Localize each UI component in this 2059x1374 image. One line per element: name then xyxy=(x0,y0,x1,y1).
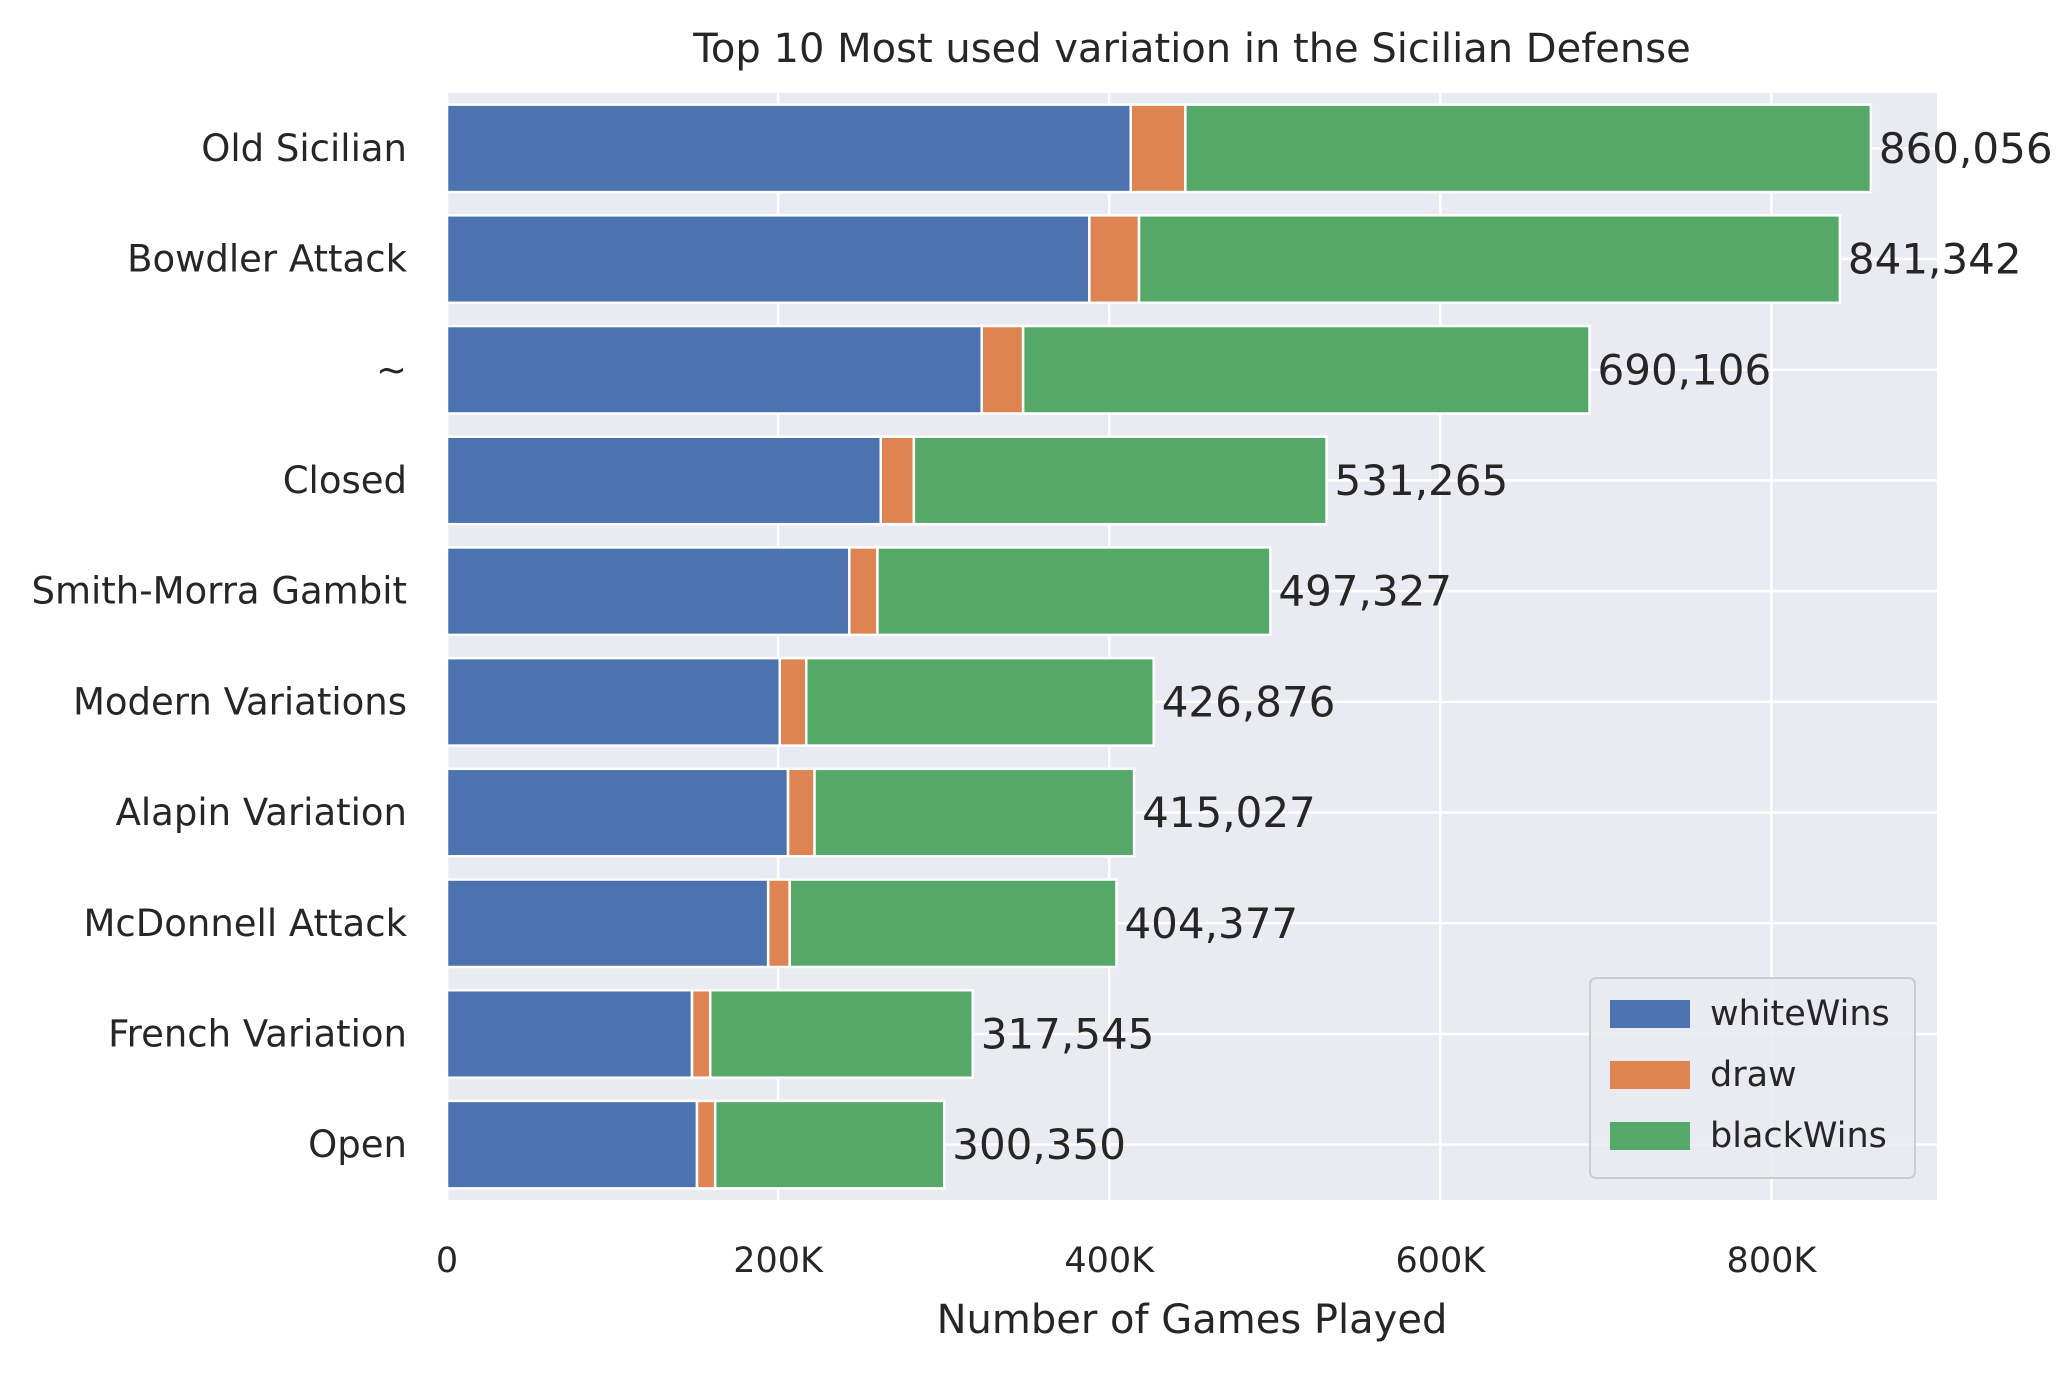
bars xyxy=(445,103,1873,1190)
category-label: Closed xyxy=(283,459,407,502)
legend-swatch-blackWins xyxy=(1610,1122,1690,1150)
bar-segment-draw xyxy=(1129,103,1187,194)
bar-segment-draw xyxy=(690,988,712,1079)
bar-segment-blackWins xyxy=(813,767,1136,858)
x-axis-label: Number of Games Played xyxy=(937,1297,1448,1343)
category-label: ~ xyxy=(376,348,407,391)
total-label: 497,327 xyxy=(1278,567,1452,616)
x-tick-label: 200K xyxy=(733,1241,824,1281)
bar-segment-draw xyxy=(786,767,816,858)
bar-segment-whiteWins xyxy=(445,546,851,637)
total-label: 690,106 xyxy=(1598,345,1772,394)
total-label: 415,027 xyxy=(1142,788,1316,837)
category-label: Open xyxy=(308,1123,407,1166)
x-tick-label: 600K xyxy=(1395,1241,1486,1281)
bar-segment-blackWins xyxy=(912,435,1328,526)
chart-title: Top 10 Most used variation in the Sicili… xyxy=(692,26,1690,72)
legend-label: blackWins xyxy=(1710,1116,1887,1156)
bar-segment-blackWins xyxy=(1137,214,1842,305)
bar-segment-blackWins xyxy=(713,1099,946,1190)
bar-segment-blackWins xyxy=(805,656,1155,747)
bar-segment-blackWins xyxy=(708,988,974,1079)
bar-segment-draw xyxy=(695,1099,717,1190)
bar-segment-blackWins xyxy=(788,878,1118,969)
bar-segment-blackWins xyxy=(876,546,1272,637)
bar-segment-whiteWins xyxy=(445,103,1132,194)
bar-segment-whiteWins xyxy=(445,878,770,969)
total-label: 426,876 xyxy=(1162,677,1336,726)
category-labels: Old Sicilian Bowdler Attack ~ Closed Smith-M… xyxy=(31,127,407,1166)
bar-segment-whiteWins xyxy=(445,1099,699,1190)
bar-segment-whiteWins xyxy=(445,324,983,415)
bar-segment-draw xyxy=(848,546,879,637)
bar-segment-draw xyxy=(879,435,916,526)
bar-segment-whiteWins xyxy=(445,656,782,747)
x-tick-label: 0 xyxy=(436,1241,458,1281)
category-label: Bowdler Attack xyxy=(127,238,407,281)
bar-segment-blackWins xyxy=(1184,103,1873,194)
total-label: 841,342 xyxy=(1848,235,2022,284)
category-label: Alapin Variation xyxy=(116,791,407,834)
category-label: Smith-Morra Gambit xyxy=(31,570,407,613)
category-label: Modern Variations xyxy=(73,680,407,723)
legend: whiteWins draw blackWins xyxy=(1589,977,1916,1179)
bar-segment-whiteWins xyxy=(445,988,694,1079)
category-label: Old Sicilian xyxy=(201,127,407,170)
total-label: 860,056 xyxy=(1879,124,2053,173)
x-tick-label: 800K xyxy=(1727,1241,1818,1281)
bar-segment-draw xyxy=(1088,214,1141,305)
total-label: 300,350 xyxy=(952,1120,1126,1169)
legend-label: whiteWins xyxy=(1710,994,1890,1034)
bar-segment-draw xyxy=(778,656,808,747)
bar-segment-blackWins xyxy=(1021,324,1591,415)
bar-segment-whiteWins xyxy=(445,214,1091,305)
total-label: 404,377 xyxy=(1124,899,1298,948)
x-tick-labels: 0 200K 400K 600K 800K xyxy=(436,1241,1818,1281)
legend-swatch-draw xyxy=(1610,1061,1690,1089)
bar-segment-draw xyxy=(766,878,791,969)
legend-swatch-whiteWins xyxy=(1610,1000,1690,1028)
total-label: 531,265 xyxy=(1335,456,1509,505)
total-label: 317,545 xyxy=(981,1009,1155,1058)
category-label: French Variation xyxy=(108,1012,407,1055)
legend-label: draw xyxy=(1710,1055,1797,1095)
bar-segment-whiteWins xyxy=(445,767,790,858)
bar-segment-whiteWins xyxy=(445,435,883,526)
total-value-labels: 860,056 841,342 690,106 531,265 497,327 426,8… xyxy=(952,124,2052,1169)
category-label: McDonnell Attack xyxy=(84,902,408,945)
bar-segment-draw xyxy=(980,324,1025,415)
x-tick-label: 400K xyxy=(1064,1241,1155,1281)
